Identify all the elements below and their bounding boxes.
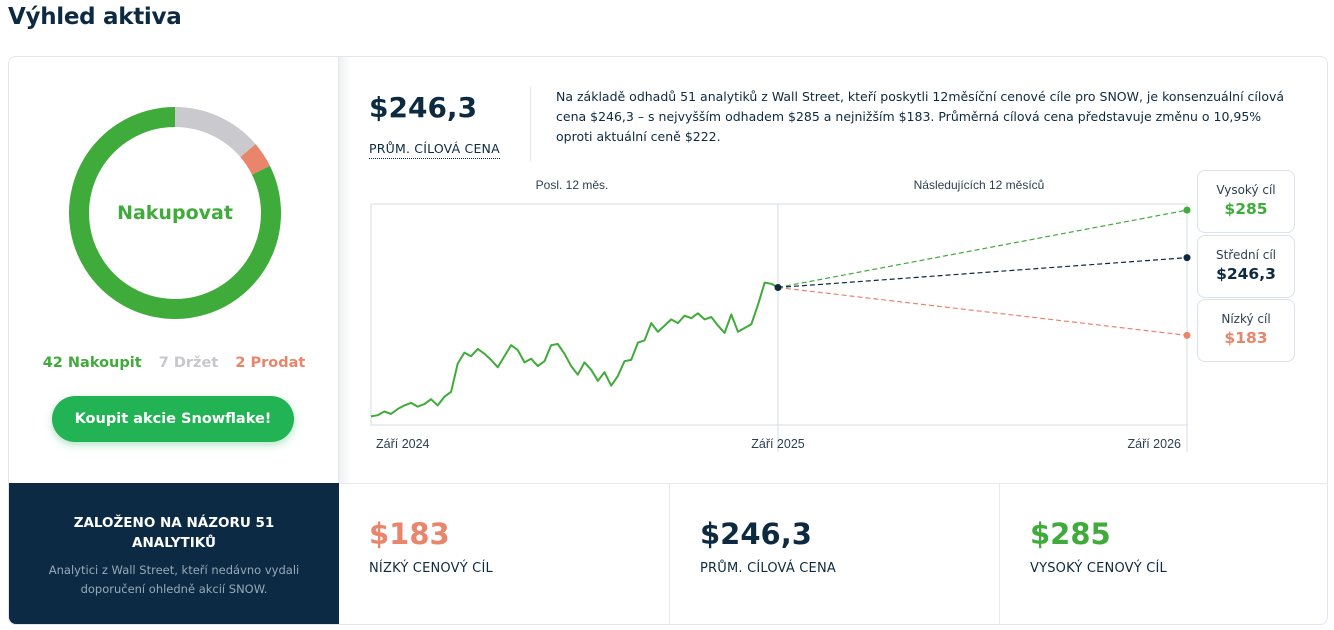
avg-target-stat-label: PRŮM. CÍLOVÁ CENA (700, 561, 836, 576)
donut-hold-segment (174, 107, 256, 158)
x-axis-label: Září 2026 (1127, 437, 1181, 451)
hold-votes: 7 Držet (158, 355, 219, 371)
rating-panel: Nakupovat 42 Nakoupit 7 Držet 2 Prodat K… (9, 57, 339, 483)
past-period-label: Posl. 12 měs. (536, 178, 609, 192)
panel-shadow (339, 57, 351, 483)
mid-target-box: Střední cíl $246,3 (1197, 235, 1295, 298)
avg-target-price: $246,3 (369, 91, 478, 124)
page-title: Výhled aktiva (8, 4, 182, 30)
mid-projection-point (1183, 254, 1191, 262)
low-target-box: Nízký cíl $183 (1197, 299, 1295, 362)
current-price-point (774, 283, 782, 291)
donut-buy-segment (69, 107, 281, 319)
avg-target-stat-value: $246,3 (700, 517, 812, 551)
mid-target-value: $246,3 (1216, 265, 1276, 283)
high-target-box: Vysoký cíl $285 (1197, 170, 1295, 233)
price-history-line (370, 281, 779, 418)
analysts-panel: ZALOŽENO NA NÁZORU 51 ANALYTIKŮ Analytic… (9, 483, 339, 624)
high-target-value: $285 (1224, 200, 1268, 218)
forecast-description: Na základě odhadů 51 analytiků z Wall St… (556, 89, 1285, 144)
buy-votes: 42 Nakoupit (42, 355, 142, 371)
rating-votes: 42 Nakoupit 7 Držet 2 Prodat (9, 355, 339, 371)
high-projection-point (1183, 206, 1191, 214)
low-target-stat: $183 NÍZKÝ CENOVÝ CÍL (339, 483, 669, 624)
chart-frame (370, 203, 1188, 426)
low-target-value: $183 (1224, 329, 1268, 347)
mid-projection-line (777, 257, 1188, 289)
asset-outlook-card: Nakupovat 42 Nakoupit 7 Držet 2 Prodat K… (8, 56, 1328, 625)
mid-target-label: Střední cíl (1215, 248, 1276, 262)
divider (530, 87, 531, 161)
forecast-panel: $246,3 PRŮM. CÍLOVÁ CENA Na základě odha… (339, 57, 1327, 483)
rating-donut: Nakupovat (65, 103, 285, 323)
rating-label: Nakupovat (117, 202, 233, 224)
high-target-stat-label: VYSOKÝ CENOVÝ CÍL (1030, 561, 1167, 576)
high-target-label: Vysoký cíl (1216, 183, 1276, 197)
high-target-stat: $285 VYSOKÝ CENOVÝ CÍL (999, 483, 1327, 624)
analysts-title: ZALOŽENO NA NÁZORU 51 ANALYTIKŮ (73, 515, 275, 551)
rating-donut-chart (69, 107, 281, 319)
x-axis-label: Září 2025 (751, 437, 805, 451)
low-target-stat-label: NÍZKÝ CENOVÝ CÍL (369, 561, 493, 576)
low-projection-point (1183, 331, 1191, 339)
price-forecast-chart: Posl. 12 měs. Následujících 12 měsíců Zá… (370, 178, 1191, 452)
analysts-text: Analytici z Wall Street, kteří nedávno v… (48, 563, 300, 596)
low-target-label: Nízký cíl (1221, 312, 1271, 326)
high-projection-line (777, 209, 1188, 289)
x-axis-label: Září 2024 (376, 437, 430, 451)
sell-votes: 2 Prodat (235, 355, 306, 371)
avg-target-stat: $246,3 PRŮM. CÍLOVÁ CENA (669, 483, 999, 624)
future-period-label: Následujících 12 měsíců (914, 178, 1045, 192)
low-target-stat-value: $183 (369, 517, 450, 551)
high-target-stat-value: $285 (1030, 517, 1111, 551)
buy-stock-button[interactable]: Koupit akcie Snowflake! (52, 396, 294, 442)
avg-target-label[interactable]: PRŮM. CÍLOVÁ CENA (369, 141, 500, 159)
low-projection-line (777, 286, 1188, 336)
donut-sell-segment (240, 144, 270, 175)
